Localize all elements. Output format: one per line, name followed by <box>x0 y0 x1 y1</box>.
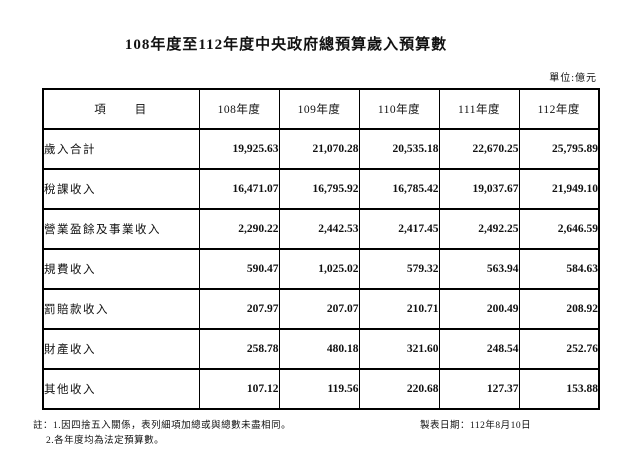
footnote-legal-budget: 2.各年度均為法定預算數。 <box>46 436 165 446</box>
table-cell: 119.56 <box>278 368 360 410</box>
table-row-tax-revenue: 稅課收入 16,471.07 16,795.92 16,785.42 19,03… <box>42 168 600 210</box>
table-row-fee-revenue: 規費收入 590.47 1,025.02 579.32 563.94 584.6… <box>42 248 600 290</box>
table-cell: 21,070.28 <box>278 128 360 170</box>
table-cell: 207.07 <box>278 288 360 330</box>
row-label: 其他收入 <box>42 368 200 410</box>
table-cell: 252.76 <box>518 328 600 370</box>
row-label: 歲入合計 <box>42 128 200 170</box>
table-cell: 2,290.22 <box>198 208 280 250</box>
table-cell: 258.78 <box>198 328 280 370</box>
table-row-property-revenue: 財產收入 258.78 480.18 321.60 248.54 252.76 <box>42 328 600 370</box>
table-cell: 2,492.25 <box>438 208 520 250</box>
table-cell: 153.88 <box>518 368 600 410</box>
table-cell: 248.54 <box>438 328 520 370</box>
table-row-surplus-enterprise-revenue: 營業盈餘及事業收入 2,290.22 2,442.53 2,417.45 2,4… <box>42 208 600 250</box>
column-header-year-111: 111年度 <box>438 88 520 130</box>
table-cell: 480.18 <box>278 328 360 370</box>
table-cell: 16,785.42 <box>358 168 440 210</box>
table-cell: 1,025.02 <box>278 248 360 290</box>
report-date: 製表日期：112年8月10日 <box>420 421 532 431</box>
row-label: 罰賠款收入 <box>42 288 200 330</box>
column-header-year-110: 110年度 <box>358 88 440 130</box>
table-cell: 210.71 <box>358 288 440 330</box>
table-cell: 20,535.18 <box>358 128 440 170</box>
table-cell: 208.92 <box>518 288 600 330</box>
column-header-year-108: 108年度 <box>198 88 280 130</box>
table-cell: 2,646.59 <box>518 208 600 250</box>
table-cell: 16,795.92 <box>278 168 360 210</box>
column-header-item: 項 目 <box>42 88 200 130</box>
table-header-row: 項 目 108年度 109年度 110年度 111年度 112年度 <box>42 88 600 130</box>
table-cell: 220.68 <box>358 368 440 410</box>
table-cell: 207.97 <box>198 288 280 330</box>
table-cell: 19,037.67 <box>438 168 520 210</box>
unit-label: 單位:億元 <box>549 73 597 84</box>
table-row-total-revenue: 歲入合計 19,925.63 21,070.28 20,535.18 22,67… <box>42 128 600 170</box>
table-cell: 321.60 <box>358 328 440 370</box>
row-label: 財產收入 <box>42 328 200 370</box>
page-title: 108年度至112年度中央政府總預算歲入預算數 <box>124 37 448 53</box>
table-cell: 127.37 <box>438 368 520 410</box>
table-cell: 22,670.25 <box>438 128 520 170</box>
table-row-fines-revenue: 罰賠款收入 207.97 207.07 210.71 200.49 208.92 <box>42 288 600 330</box>
table-cell: 16,471.07 <box>198 168 280 210</box>
row-label: 稅課收入 <box>42 168 200 210</box>
table-cell: 2,417.45 <box>358 208 440 250</box>
budget-table: 項 目 108年度 109年度 110年度 111年度 112年度 歲入合計 1… <box>42 88 600 410</box>
footnote-rounding: 註：1.因四捨五入關係，表列細項加總或與總數未盡相同。 <box>33 421 292 431</box>
table-cell: 563.94 <box>438 248 520 290</box>
table-cell: 2,442.53 <box>278 208 360 250</box>
row-label: 營業盈餘及事業收入 <box>42 208 200 250</box>
table-cell: 579.32 <box>358 248 440 290</box>
column-header-year-109: 109年度 <box>278 88 360 130</box>
table-cell: 25,795.89 <box>518 128 600 170</box>
row-label: 規費收入 <box>42 248 200 290</box>
table-cell: 584.63 <box>518 248 600 290</box>
table-cell: 107.12 <box>198 368 280 410</box>
table-cell: 19,925.63 <box>198 128 280 170</box>
table-cell: 590.47 <box>198 248 280 290</box>
table-row-other-revenue: 其他收入 107.12 119.56 220.68 127.37 153.88 <box>42 368 600 410</box>
table-cell: 200.49 <box>438 288 520 330</box>
column-header-year-112: 112年度 <box>518 88 600 130</box>
table-cell: 21,949.10 <box>518 168 600 210</box>
